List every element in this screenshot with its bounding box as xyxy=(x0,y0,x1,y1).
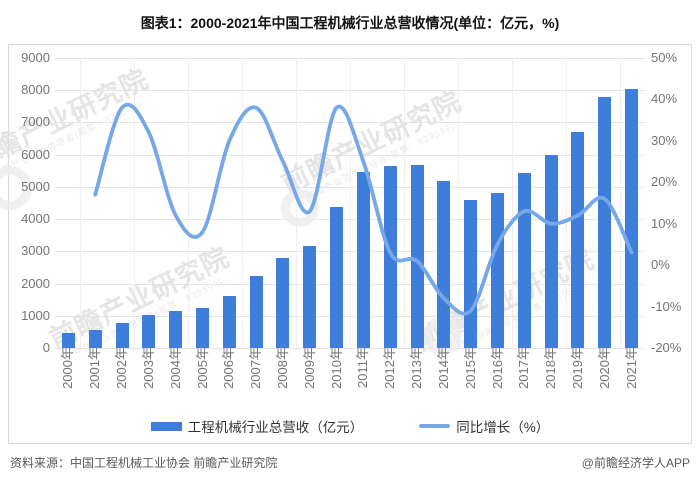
app-credit: @前瞻经济学人APP xyxy=(581,456,690,470)
bar-2005[interactable] xyxy=(196,307,209,348)
y-axis-label-left: 0 xyxy=(42,340,50,355)
bar-2021[interactable] xyxy=(625,89,639,348)
gridline-vertical xyxy=(619,58,621,348)
bar-2010[interactable] xyxy=(330,207,344,348)
gridline xyxy=(55,348,645,349)
legend-label-growth: 同比增长（%） xyxy=(456,420,550,435)
bar-2015[interactable] xyxy=(464,200,478,348)
x-axis-label: 2008年 xyxy=(274,347,290,389)
bar-2001[interactable] xyxy=(88,329,102,348)
bar-2007[interactable] xyxy=(249,276,263,348)
y-axis-label-left: 8000 xyxy=(21,82,50,98)
gridline-vertical xyxy=(457,58,459,348)
y-axis-label-right: 0% xyxy=(651,257,670,273)
y-axis-label-left: 2000 xyxy=(21,275,50,291)
y-axis-label-left: 5000 xyxy=(21,178,50,194)
gridline-vertical xyxy=(133,58,135,348)
legend-item-growth: 同比增长（%） xyxy=(419,416,549,436)
x-axis-label: 2021年 xyxy=(623,347,639,389)
x-axis-label: 2010年 xyxy=(328,347,344,389)
bar-2003[interactable] xyxy=(142,315,156,348)
x-axis-label: 2007年 xyxy=(248,347,264,389)
y-axis-label-left: 1000 xyxy=(21,307,50,323)
x-axis-label: 2001年 xyxy=(87,347,103,389)
x-axis-label: 2012年 xyxy=(382,347,398,389)
y-axis-label-left: 7000 xyxy=(21,114,50,130)
legend: 工程机械行业总营收（亿元） 同比增长（%） xyxy=(8,416,692,436)
bar-2011[interactable] xyxy=(356,172,370,348)
data-source: 资料来源：中国工程机械工业协会 前瞻产业研究院 xyxy=(10,456,278,470)
x-axis-label: 2014年 xyxy=(435,347,451,389)
y-axis-label-right: 10% xyxy=(651,215,678,231)
legend-item-revenue: 工程机械行业总营收（亿元） xyxy=(150,416,364,436)
gridline-vertical xyxy=(511,58,513,348)
y-axis-label-left: 9000 xyxy=(21,50,50,65)
bar-2017[interactable] xyxy=(517,173,531,348)
x-axis-label: 2003年 xyxy=(140,347,156,389)
x-axis-label: 2018年 xyxy=(543,347,559,389)
bar-2016[interactable] xyxy=(491,193,504,348)
x-axis-label: 2016年 xyxy=(489,347,505,389)
y-axis-label-right: 30% xyxy=(651,132,678,148)
legend-label-revenue: 工程机械行业总营收（亿元） xyxy=(187,420,364,435)
x-axis-label: 2013年 xyxy=(409,347,425,389)
bar-2012[interactable] xyxy=(383,165,397,348)
x-axis-label: 2020年 xyxy=(596,347,612,389)
gridline-vertical xyxy=(241,58,243,348)
bar-2020[interactable] xyxy=(598,97,612,348)
bar-2006[interactable] xyxy=(222,295,236,348)
bar-2008[interactable] xyxy=(276,258,290,348)
x-axis-label: 2004年 xyxy=(167,347,183,389)
source-row: 资料来源：中国工程机械工业协会 前瞻产业研究院 @前瞻经济学人APP xyxy=(10,454,690,471)
y-axis-label-right: 20% xyxy=(651,174,678,190)
x-axis-label: 2019年 xyxy=(569,347,585,389)
bar-2014[interactable] xyxy=(437,181,451,348)
gridline-vertical xyxy=(295,58,297,348)
x-axis-label: 2000年 xyxy=(60,347,76,389)
bar-2013[interactable] xyxy=(410,164,424,348)
y-axis-label-right: -10% xyxy=(651,298,682,314)
bar-2018[interactable] xyxy=(544,154,558,348)
gridline-vertical xyxy=(79,58,81,348)
bar-2004[interactable] xyxy=(169,310,183,348)
bar-2009[interactable] xyxy=(303,246,317,348)
y-axis-label-left: 6000 xyxy=(21,146,50,162)
gridline-vertical xyxy=(403,58,405,348)
x-axis-label: 2017年 xyxy=(516,347,532,389)
bar-series-swatch-icon xyxy=(150,421,182,431)
x-axis-label: 2015年 xyxy=(462,347,478,389)
y-axis-label-right: -20% xyxy=(651,340,682,355)
line-series-swatch-icon xyxy=(419,424,451,428)
gridline-vertical xyxy=(565,58,567,348)
y-axis-label-left: 4000 xyxy=(21,211,50,227)
bar-2000[interactable] xyxy=(61,333,75,348)
x-axis-label: 2006年 xyxy=(221,347,237,389)
x-axis-label: 2011年 xyxy=(355,347,371,388)
gridline-vertical xyxy=(187,58,189,348)
bar-2019[interactable] xyxy=(571,131,585,348)
bar-2002[interactable] xyxy=(115,323,129,348)
gridline-vertical xyxy=(349,58,351,348)
x-axis-label: 2002年 xyxy=(114,347,130,389)
y-axis-label-right: 50% xyxy=(651,50,678,65)
y-axis-label-left: 3000 xyxy=(21,243,50,259)
chart-title: 图表1：2000-2021年中国工程机械行业总营收情况(单位：亿元，%) xyxy=(140,15,560,31)
y-axis-label-right: 40% xyxy=(651,91,678,107)
x-axis-label: 2009年 xyxy=(301,347,317,389)
x-axis-label: 2005年 xyxy=(194,347,210,389)
